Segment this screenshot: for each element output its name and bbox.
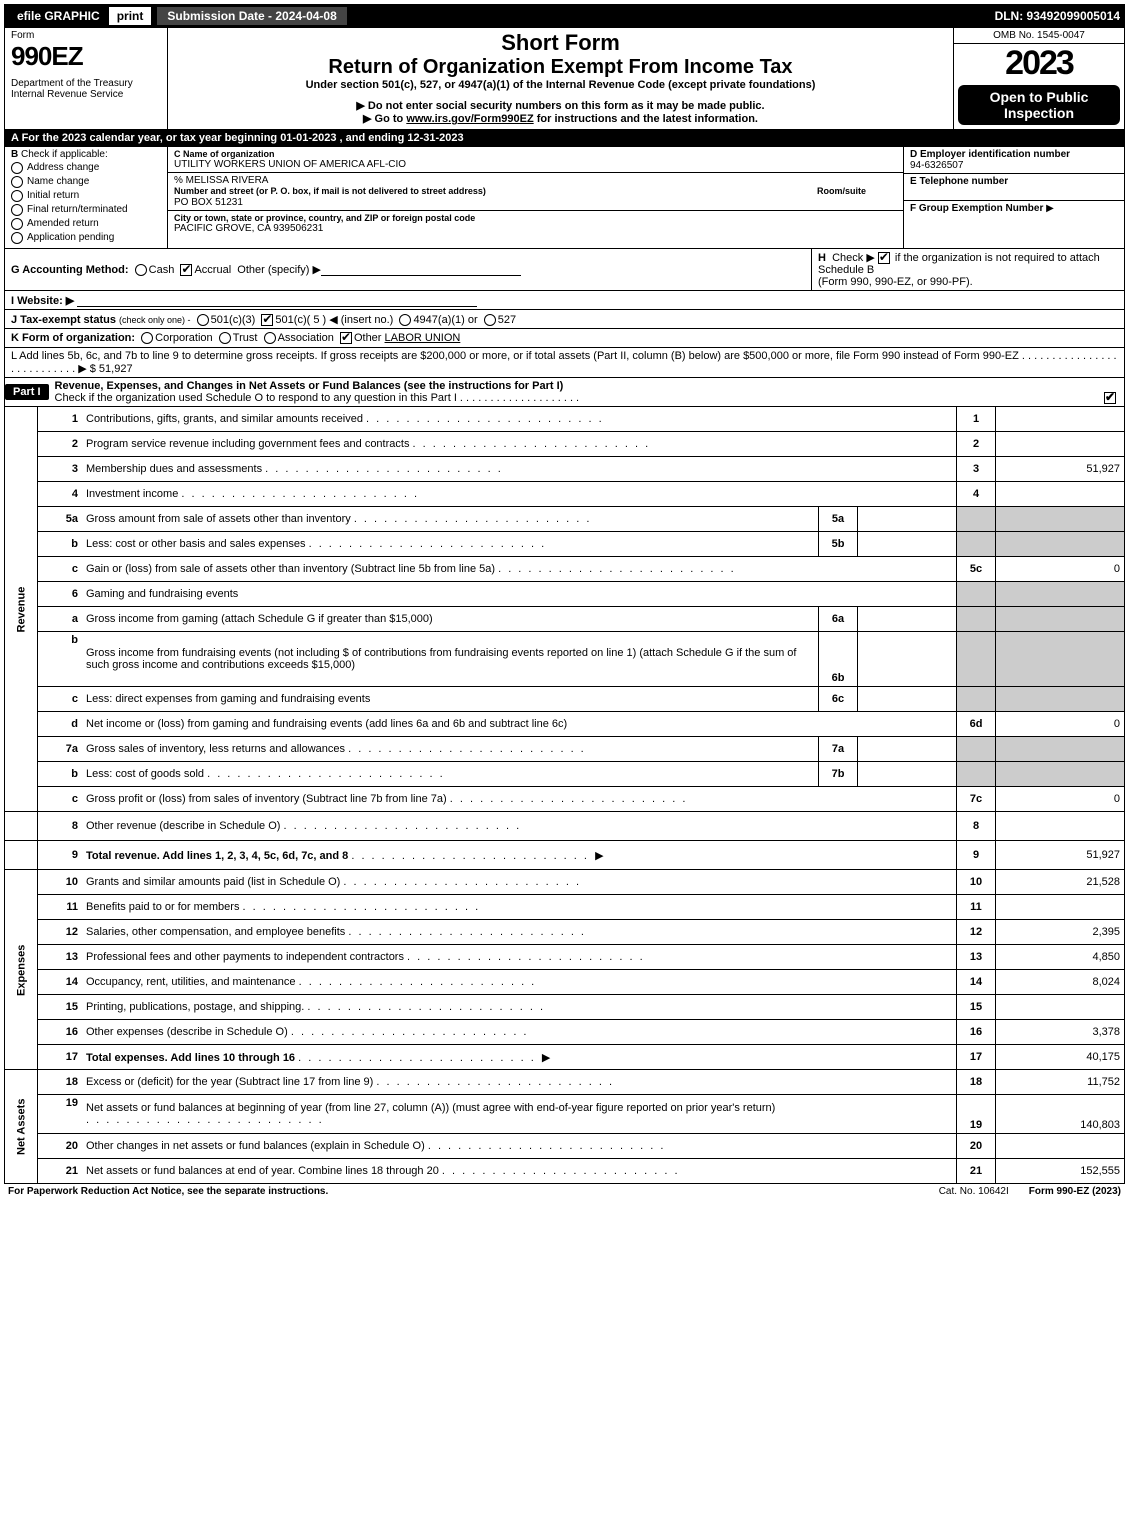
form-label: Form bbox=[11, 30, 161, 41]
other-org-value: LABOR UNION bbox=[385, 332, 461, 344]
dept-label: Department of the Treasury bbox=[11, 78, 161, 89]
goto-line: ▶ Go to www.irs.gov/Form990EZ for instru… bbox=[174, 112, 947, 125]
footer-catalog: Cat. No. 10642I bbox=[919, 1186, 1029, 1197]
checkbox-accrual[interactable] bbox=[180, 264, 192, 276]
line-j-row: J Tax-exempt status (check only one) - 5… bbox=[4, 310, 1125, 329]
print-button[interactable]: print bbox=[108, 7, 152, 25]
goto-link[interactable]: www.irs.gov/Form990EZ bbox=[406, 113, 533, 125]
section-f-label: F Group Exemption Number bbox=[910, 203, 1043, 214]
line-k-row: K Form of organization: Corporation Trus… bbox=[4, 329, 1125, 348]
line-k-label: K Form of organization: bbox=[11, 332, 135, 344]
part-i-header: Part I Revenue, Expenses, and Changes in… bbox=[4, 378, 1125, 407]
omb-number: OMB No. 1545-0047 bbox=[954, 28, 1124, 44]
tax-year: 2023 bbox=[954, 44, 1124, 83]
membership-dues-value: 51,927 bbox=[996, 457, 1125, 482]
donot-line: ▶ Do not enter social security numbers o… bbox=[174, 99, 947, 112]
top-bar: efile GRAPHIC print Submission Date - 20… bbox=[4, 4, 1125, 28]
checkbox-4947[interactable] bbox=[399, 314, 411, 326]
city-label: City or town, state or province, country… bbox=[174, 213, 897, 223]
checkbox-initial-return[interactable] bbox=[11, 190, 23, 202]
line-h-label: H bbox=[818, 252, 826, 264]
line-a-tax-year: A For the 2023 calendar year, or tax yea… bbox=[4, 130, 1125, 147]
checkbox-501c3[interactable] bbox=[197, 314, 209, 326]
checkbox-assoc[interactable] bbox=[264, 332, 276, 344]
short-form-title: Short Form bbox=[174, 30, 947, 56]
ein: 94-6326507 bbox=[910, 160, 963, 171]
checkbox-name-change[interactable] bbox=[11, 176, 23, 188]
addr-label: Number and street (or P. O. box, if mail… bbox=[174, 186, 486, 196]
other-accounting-field[interactable] bbox=[321, 275, 521, 276]
checkbox-corp[interactable] bbox=[141, 332, 153, 344]
address: PO BOX 51231 bbox=[174, 197, 243, 208]
section-b-subtitle: Check if applicable: bbox=[21, 149, 108, 160]
total-revenue-value: 51,927 bbox=[996, 841, 1125, 870]
form-header: Form 990EZ Department of the Treasury In… bbox=[4, 28, 1125, 130]
part-i-title: Revenue, Expenses, and Changes in Net As… bbox=[55, 380, 564, 392]
checkbox-501c[interactable] bbox=[261, 314, 273, 326]
sub-line: Under section 501(c), 527, or 4947(a)(1)… bbox=[174, 79, 947, 91]
checkbox-amended[interactable] bbox=[11, 218, 23, 230]
section-b-label: B bbox=[11, 149, 18, 160]
form-number: 990EZ bbox=[11, 41, 161, 72]
line-l-text: L Add lines 5b, 6c, and 7b to line 9 to … bbox=[5, 348, 1124, 377]
checkbox-527[interactable] bbox=[484, 314, 496, 326]
efile-label: efile GRAPHIC bbox=[9, 7, 108, 25]
arrow-icon: ▶ bbox=[1046, 203, 1054, 214]
footer-form-id: Form 990-EZ (2023) bbox=[1029, 1186, 1121, 1197]
netassets-section-label: Net Assets bbox=[5, 1070, 38, 1184]
part-i-label: Part I bbox=[5, 384, 49, 400]
line-l-row: L Add lines 5b, 6c, and 7b to line 9 to … bbox=[4, 348, 1125, 378]
submission-date: Submission Date - 2024-04-08 bbox=[157, 7, 346, 25]
net-assets-eoy-value: 152,555 bbox=[996, 1159, 1125, 1184]
line-g-h-row: G Accounting Method: Cash Accrual Other … bbox=[4, 249, 1125, 291]
open-public-badge: Open to Public Inspection bbox=[958, 85, 1120, 125]
line-g-label: G Accounting Method: bbox=[11, 264, 129, 276]
section-e-label: E Telephone number bbox=[910, 176, 1008, 187]
line-i-label: I Website: ▶ bbox=[11, 295, 74, 307]
irs-label: Internal Revenue Service bbox=[11, 89, 161, 100]
checkbox-cash[interactable] bbox=[135, 264, 147, 276]
checkbox-schedule-b[interactable] bbox=[878, 252, 890, 264]
care-of: % MELISSA RIVERA bbox=[174, 175, 897, 186]
room-label: Room/suite bbox=[817, 186, 897, 208]
checkbox-final-return[interactable] bbox=[11, 204, 23, 216]
section-c-label: C Name of organization bbox=[174, 149, 897, 159]
checkbox-address-change[interactable] bbox=[11, 162, 23, 174]
total-expenses-value: 40,175 bbox=[996, 1045, 1125, 1070]
checkbox-application-pending[interactable] bbox=[11, 232, 23, 244]
checkbox-trust[interactable] bbox=[219, 332, 231, 344]
header-info-block: B Check if applicable: Address change Na… bbox=[4, 147, 1125, 249]
org-name: UTILITY WORKERS UNION OF AMERICA AFL-CIO bbox=[174, 159, 897, 170]
checkbox-other-org[interactable] bbox=[340, 332, 352, 344]
website-field[interactable] bbox=[77, 306, 477, 307]
line-i-row: I Website: ▶ bbox=[4, 291, 1125, 310]
part-i-check-line: Check if the organization used Schedule … bbox=[55, 392, 580, 404]
dln-number: DLN: 93492099005014 bbox=[995, 9, 1120, 23]
revenue-section-label: Revenue bbox=[5, 407, 38, 812]
financials-table: Revenue 1 Contributions, gifts, grants, … bbox=[4, 407, 1125, 1184]
form-footer: For Paperwork Reduction Act Notice, see … bbox=[4, 1184, 1125, 1199]
expenses-section-label: Expenses bbox=[5, 870, 38, 1070]
checkbox-schedule-o[interactable] bbox=[1104, 392, 1116, 404]
section-d-label: D Employer identification number bbox=[910, 149, 1070, 160]
return-title: Return of Organization Exempt From Incom… bbox=[174, 56, 947, 79]
line-j-label: J Tax-exempt status bbox=[11, 314, 116, 326]
footer-notice: For Paperwork Reduction Act Notice, see … bbox=[8, 1186, 919, 1197]
city-state-zip: PACIFIC GROVE, CA 939506231 bbox=[174, 223, 897, 234]
